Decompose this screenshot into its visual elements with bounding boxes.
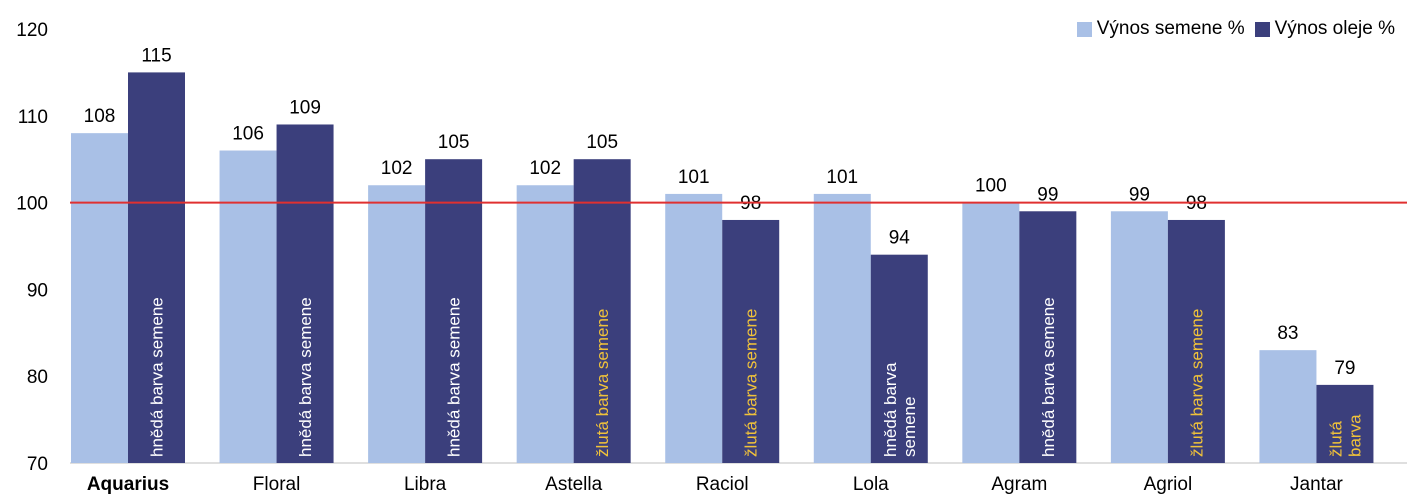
data-label: 83: [1277, 323, 1298, 344]
bar-note: žlutá barva semene: [593, 309, 612, 457]
bar-oil-yield: [425, 159, 483, 463]
bar-note: žlutá barva: [1326, 414, 1364, 457]
bar-group: 108 115 hnědá barva semene 106 109 hnědá barv…: [71, 45, 1374, 464]
x-category-label: Raciol: [696, 474, 749, 495]
bar-seed-yield: [962, 202, 1020, 463]
y-tick-label: 120: [16, 20, 48, 41]
data-label: 101: [826, 167, 858, 188]
data-label: 101: [678, 167, 710, 188]
bar-note-line: žlutá barva semene: [742, 309, 761, 457]
x-category-label: Agram: [991, 474, 1047, 495]
y-tick-label: 100: [16, 194, 48, 215]
y-tick-label: 90: [27, 280, 48, 301]
legend-label-oil: Výnos oleje %: [1274, 18, 1395, 39]
bar-note: hnědá barva semene: [148, 297, 167, 457]
bar-oil-yield: [276, 124, 334, 463]
x-category-label: Agriol: [1144, 474, 1193, 495]
x-axis-labels: Aquarius Floral Libra Astella Raciol Lola Agra…: [87, 474, 1344, 495]
y-tick-label: 110: [18, 107, 48, 128]
bar-oil-yield: [128, 72, 185, 464]
data-label: 115: [141, 45, 171, 66]
bar-note-line: žlutá barva semene: [593, 309, 612, 457]
data-label: 105: [438, 132, 470, 153]
x-category-label: Aquarius: [87, 474, 169, 495]
x-category-label: Floral: [253, 474, 301, 495]
bar-note: hnědá barva semene: [296, 297, 315, 457]
data-label: 102: [529, 158, 561, 179]
bar-oil-yield: [1167, 219, 1225, 463]
bar-seed-yield: [1110, 211, 1168, 463]
bar-note-line: žlutá barva semene: [1187, 309, 1206, 457]
bar-seed-yield: [516, 185, 574, 464]
data-label: 99: [1129, 184, 1150, 205]
bar-note: hnědá barva semene: [881, 362, 919, 457]
bar-seed-yield: [368, 185, 426, 464]
bar-oil-yield: [870, 254, 928, 463]
bar-seed-yield: [219, 150, 277, 463]
data-label: 79: [1334, 358, 1355, 379]
bar-seed-yield: [71, 133, 128, 463]
bar-note: hnědá barva semene: [445, 297, 464, 457]
x-category-label: Lola: [853, 474, 889, 495]
x-category-label: Jantar: [1290, 474, 1343, 495]
bar-seed-yield: [665, 193, 723, 464]
bar-note-line: hnědá barva semene: [296, 297, 315, 457]
bar-note-line: hnědá barva semene: [1039, 297, 1058, 457]
bar-oil-yield: [1019, 211, 1077, 463]
legend-swatch-oil: [1254, 21, 1270, 37]
data-label: 100: [975, 176, 1007, 197]
data-label: 108: [84, 106, 116, 127]
data-label: 102: [381, 158, 413, 179]
data-label: 94: [889, 228, 911, 249]
legend-item-seed-yield: Výnos semene %: [1076, 18, 1245, 40]
data-label: 99: [1037, 184, 1058, 205]
y-tick-label: 70: [27, 454, 48, 475]
bar-oil-yield: [573, 159, 631, 463]
x-category-label: Libra: [404, 474, 447, 495]
bar-seed-yield: [1259, 350, 1317, 463]
legend-label-seed: Výnos semene %: [1096, 18, 1245, 39]
bar-note-line: hnědá barva semene: [445, 297, 464, 457]
bar-note: žlutá barva semene: [1187, 309, 1206, 457]
bar-oil-yield: [722, 219, 780, 463]
bar-note-line: hnědá barva semene: [148, 297, 167, 457]
data-label: 105: [586, 132, 618, 153]
data-label: 109: [289, 97, 321, 118]
legend: Výnos semene % Výnos oleje %: [1067, 18, 1395, 40]
legend-item-oil-yield: Výnos oleje %: [1254, 18, 1395, 40]
bar-note-line: semene: [900, 397, 919, 457]
bar-note-line: hnědá barva: [881, 362, 900, 457]
data-label: 106: [232, 124, 264, 145]
y-tick-label: 80: [27, 367, 48, 388]
bar-note-line: barva: [1345, 414, 1364, 457]
bar-seed-yield: [813, 193, 871, 464]
legend-swatch-seed: [1076, 21, 1092, 37]
bar-note: žlutá barva semene: [742, 309, 761, 457]
bar-oil-yield: [1316, 384, 1374, 463]
bar-note-line: žlutá: [1326, 421, 1345, 457]
x-category-label: Astella: [545, 474, 602, 495]
bar-note: hnědá barva semene: [1039, 297, 1058, 457]
